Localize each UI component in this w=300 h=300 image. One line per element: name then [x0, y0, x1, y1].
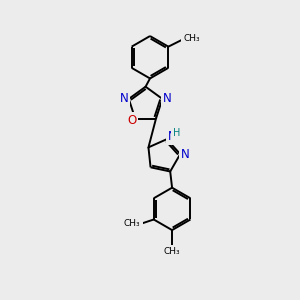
Text: O: O — [127, 114, 136, 127]
Text: CH₃: CH₃ — [124, 219, 140, 228]
Text: N: N — [163, 92, 172, 105]
Text: N: N — [168, 130, 176, 143]
Text: N: N — [181, 148, 190, 161]
Text: N: N — [119, 92, 128, 105]
Text: CH₃: CH₃ — [164, 248, 180, 256]
Text: H: H — [173, 128, 181, 138]
Text: CH₃: CH₃ — [183, 34, 200, 43]
